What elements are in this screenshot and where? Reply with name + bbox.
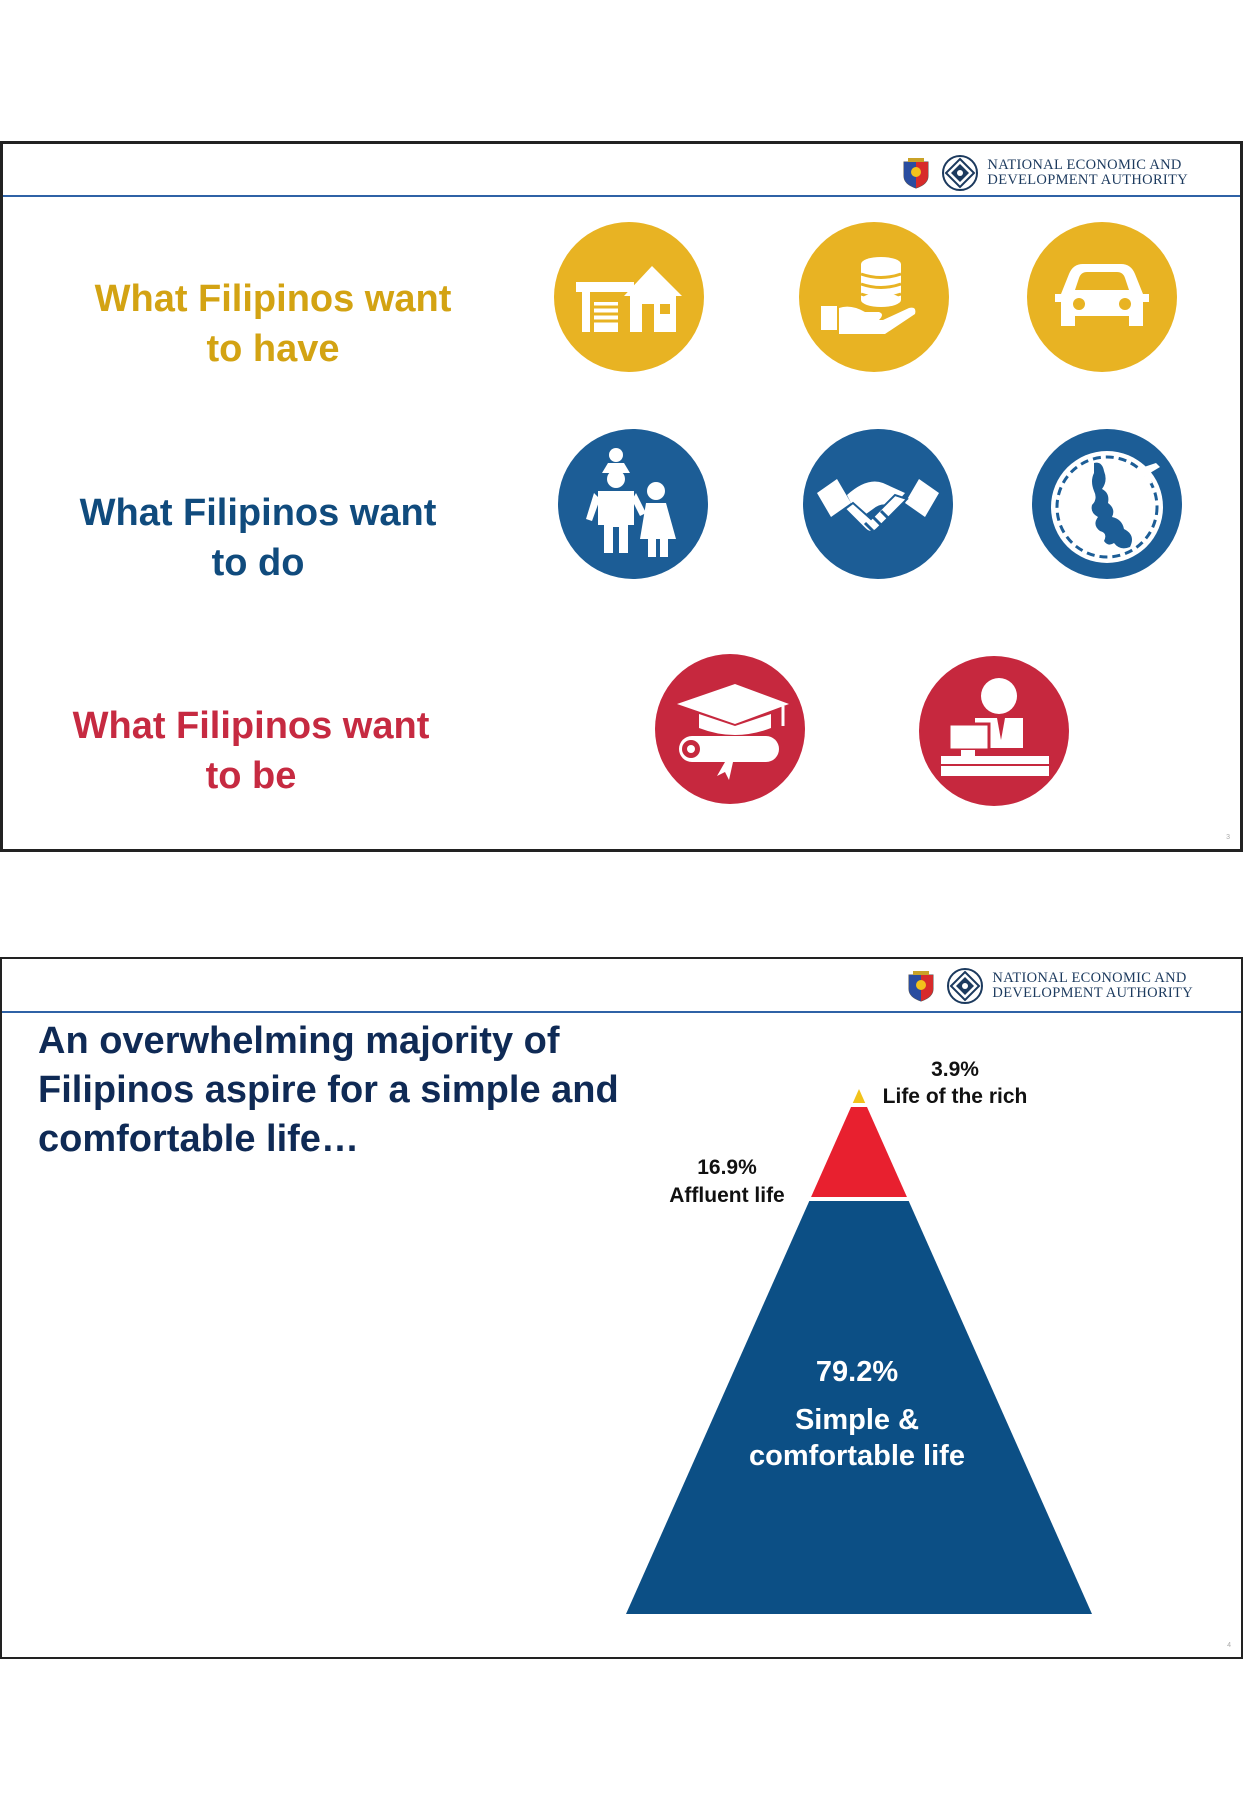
slide-aspirations: NATIONAL ECONOMIC AND DEVELOPMENT AUTHOR… <box>0 141 1243 852</box>
row-heading-have-line2: to have <box>206 328 340 370</box>
ph-seal-icon <box>908 971 934 1002</box>
agency-brand: NATIONAL ECONOMIC AND DEVELOPMENT AUTHOR… <box>899 154 1188 192</box>
row-heading-be-line1: What Filipinos want <box>72 705 430 747</box>
label-simple-text-line2: comfortable life <box>749 1440 965 1472</box>
neda-logo-icon <box>947 968 984 1004</box>
pyramid-segment-simple <box>626 1201 1092 1614</box>
label-simple: 79.2% Simple & comfortable life <box>682 1354 1032 1474</box>
agency-name-line2: DEVELOPMENT AUTHORITY <box>992 985 1193 1001</box>
slide-title: An overwhelming majority of Filipinos as… <box>38 1020 619 1160</box>
label-affluent-value: 16.9% <box>697 1156 757 1179</box>
row-heading-be-line2: to be <box>205 755 297 797</box>
agency-name-line1: NATIONAL ECONOMIC AND <box>992 970 1187 986</box>
header-rule <box>3 195 1240 197</box>
row-heading-have-line1: What Filipinos want <box>94 278 452 320</box>
row-heading-have: What Filipinos want to have <box>43 274 503 374</box>
header-rule <box>2 1011 1241 1013</box>
agency-name-line2: DEVELOPMENT AUTHORITY <box>987 172 1188 188</box>
label-affluent: 16.9% Affluent life <box>642 1154 812 1210</box>
row-heading-do-line1: What Filipinos want <box>79 492 437 534</box>
car-icon <box>1027 222 1177 372</box>
handshake-icon <box>803 429 953 579</box>
agency-brand: NATIONAL ECONOMIC AND DEVELOPMENT AUTHOR… <box>904 967 1193 1005</box>
agency-name: NATIONAL ECONOMIC AND DEVELOPMENT AUTHOR… <box>992 971 1193 1001</box>
slide-pyramid: NATIONAL ECONOMIC AND DEVELOPMENT AUTHOR… <box>0 957 1243 1659</box>
agency-name: NATIONAL ECONOMIC AND DEVELOPMENT AUTHOR… <box>987 158 1188 188</box>
label-rich-text: Life of the rich <box>882 1085 1028 1108</box>
neda-logo-icon <box>942 155 979 191</box>
pyramid-segment-affluent <box>811 1107 907 1197</box>
label-simple-text-line1: Simple & <box>794 1404 920 1436</box>
pyramid-segment-rich <box>852 1089 866 1103</box>
pyramid-chart <box>626 1089 1092 1614</box>
coins-hand-icon <box>799 222 949 372</box>
label-rich-value: 3.9% <box>931 1058 979 1081</box>
house-icon <box>554 222 704 372</box>
page-number: 3 <box>1226 834 1230 841</box>
office-worker-icon <box>919 656 1069 806</box>
page-number: 4 <box>1227 1642 1231 1649</box>
agency-name-line1: NATIONAL ECONOMIC AND <box>987 157 1182 173</box>
row-heading-do: What Filipinos want to do <box>28 488 488 588</box>
philippines-travel-icon <box>1032 429 1182 579</box>
family-icon <box>558 429 708 579</box>
row-heading-do-line2: to do <box>211 542 305 584</box>
graduation-icon <box>655 654 805 804</box>
ph-seal-icon <box>903 158 929 189</box>
label-affluent-text: Affluent life <box>669 1184 785 1207</box>
row-heading-be: What Filipinos want to be <box>21 701 481 801</box>
label-rich: 3.9% Life of the rich <box>860 1056 1050 1110</box>
label-simple-value: 79.2% <box>815 1356 899 1388</box>
